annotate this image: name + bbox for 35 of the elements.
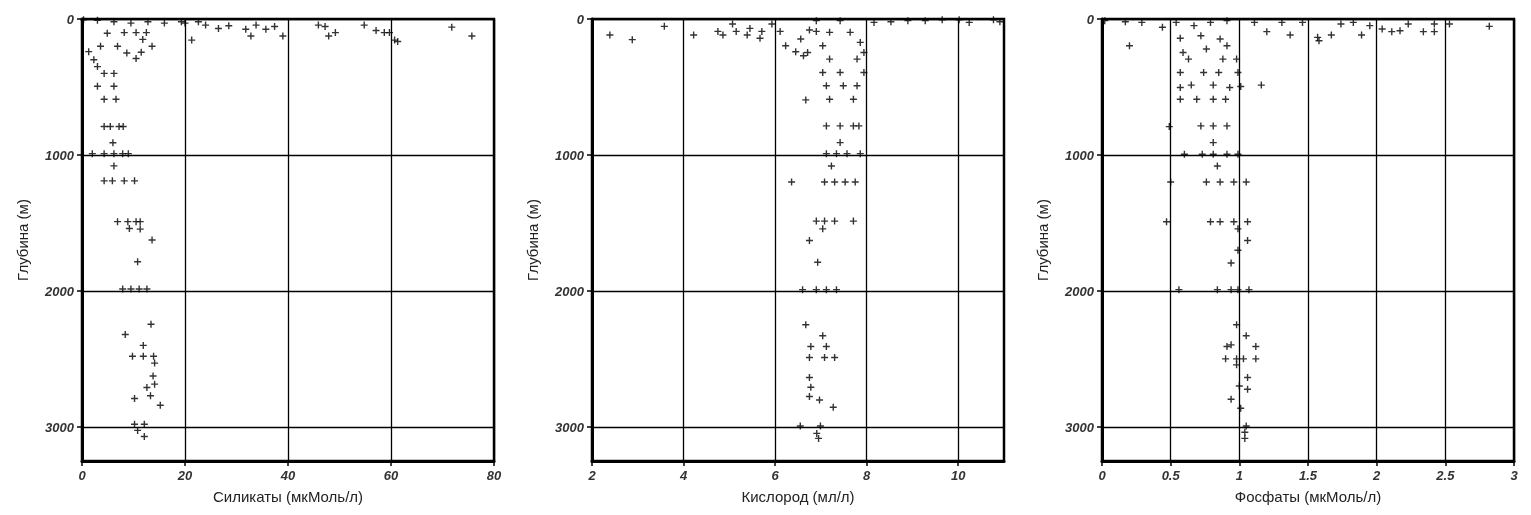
y-tick-label: 2000 [44,283,75,299]
x-axis-title: Силикаты (мкМоль/л) [212,488,364,505]
y-tick-label: 0 [66,11,75,27]
x-tick-label: 6 [771,468,780,483]
y-tick-label: 3000 [555,419,585,435]
x-tick-label: 1.5 [1298,468,1318,483]
x-axis-title: Фосфаты (мкМоль/л) [1234,488,1382,505]
y-tick-label: 0 [1086,11,1095,27]
x-tick-label: 0 [1098,468,1107,483]
x-tick-label: 1 [1235,468,1243,483]
y-axis-title: Глубина (м) [14,199,31,281]
x-tick-label: 80 [486,468,502,483]
x-tick-label: 4 [678,468,688,483]
x-tick-label: 0 [78,468,87,483]
x-tick-label: 10 [950,468,967,483]
x-tick-label: 2.5 [1435,468,1456,483]
x-tick-label: 2 [587,468,597,483]
y-axis-title: Глубина (м) [1034,199,1051,281]
y-tick-label: 3000 [1065,419,1095,435]
x-tick-label: 20 [176,468,193,483]
x-tick-label: 60 [383,468,399,483]
y-tick-label: 1000 [45,147,75,163]
y-tick-label: 1000 [1065,147,1095,163]
x-tick-label: 40 [279,468,296,483]
x-tick-label: 2 [1372,468,1382,483]
y-tick-label: 0 [576,11,585,27]
y-tick-label: 2000 [1064,283,1095,299]
x-tick-label: 0.5 [1161,468,1181,483]
x-tick-label: 8 [863,468,872,483]
y-tick-label: 3000 [45,419,75,435]
y-tick-label: 2000 [554,283,585,299]
y-axis-title: Глубина (м) [524,199,541,281]
x-axis-title: Кислород (мл/л) [741,488,855,505]
y-tick-label: 1000 [555,147,585,163]
x-tick-label: 3 [1510,468,1519,483]
